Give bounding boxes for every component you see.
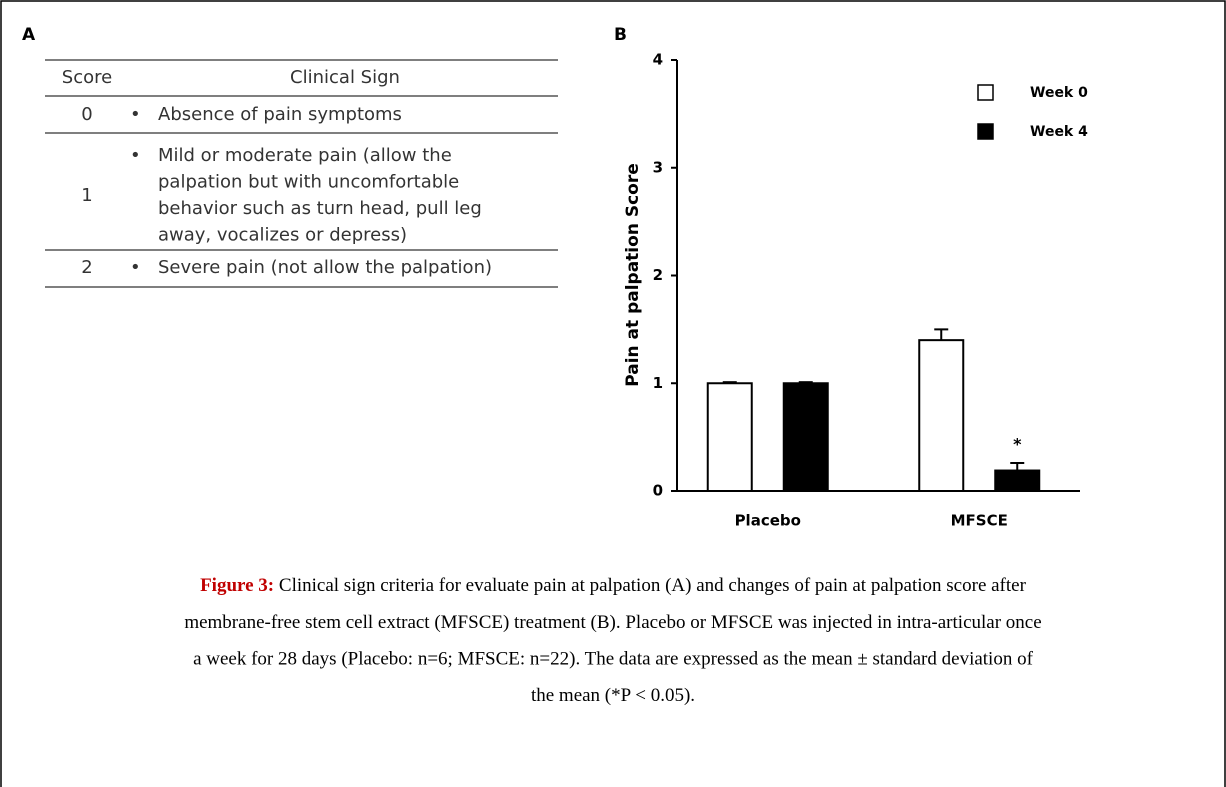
caption-line: Figure 3: Clinical sign criteria for eva… [200,575,1027,596]
bar [918,339,965,492]
sign-cell: away, vocalizes or depress) [158,225,407,246]
y-tick-label: 4 [653,51,663,69]
svg-text:•: • [130,145,141,166]
svg-text:•: • [130,104,141,125]
bar [994,469,1041,492]
legend-label: Week 0 [1030,85,1088,101]
bullets: • • • [130,104,141,278]
sign-cell: Mild or moderate pain (allow the [158,145,452,166]
legend-swatch [977,123,994,140]
y-tick-label: 3 [653,158,663,176]
bar [706,382,753,492]
legend-label: Week 4 [1030,124,1088,140]
caption-text: Clinical sign criteria for evaluate pain… [279,575,1027,596]
y-tick-label: 0 [653,482,663,500]
x-tick-label: MFSCE [951,512,1008,530]
table-rules [45,59,558,288]
score-cell: 0 [81,104,92,125]
sign-cell: Severe pain (not allow the palpation) [158,257,492,278]
caption-line: a week for 28 days (Placebo: n=6; MFSCE:… [193,648,1034,669]
panel-label: B [614,25,627,45]
caption-line: membrane-free stem cell extract (MFSCE) … [184,612,1041,633]
annotation: * [1013,434,1022,453]
score-cell: 1 [81,185,92,206]
sign-cell: behavior such as turn head, pull leg [158,198,482,219]
table-header: Clinical Sign [290,67,400,88]
y-tick-label: 2 [653,266,663,284]
sign-cell: palpation but with uncomfortable [158,172,459,193]
caption-label: Figure 3: [200,575,274,596]
score-cell: 2 [81,257,92,278]
sign-cell: Absence of pain symptoms [158,104,402,125]
table-header: Score [62,67,112,88]
panel-label: A [22,25,36,45]
y-axis-label: Pain at palpation Score [623,163,643,387]
legend-swatch [977,84,994,101]
svg-text:•: • [130,257,141,278]
x-tick-label: Placebo [735,512,801,530]
y-tick-label: 1 [653,374,663,392]
bar [782,382,829,492]
caption-line: the mean (*P < 0.05). [531,685,695,706]
